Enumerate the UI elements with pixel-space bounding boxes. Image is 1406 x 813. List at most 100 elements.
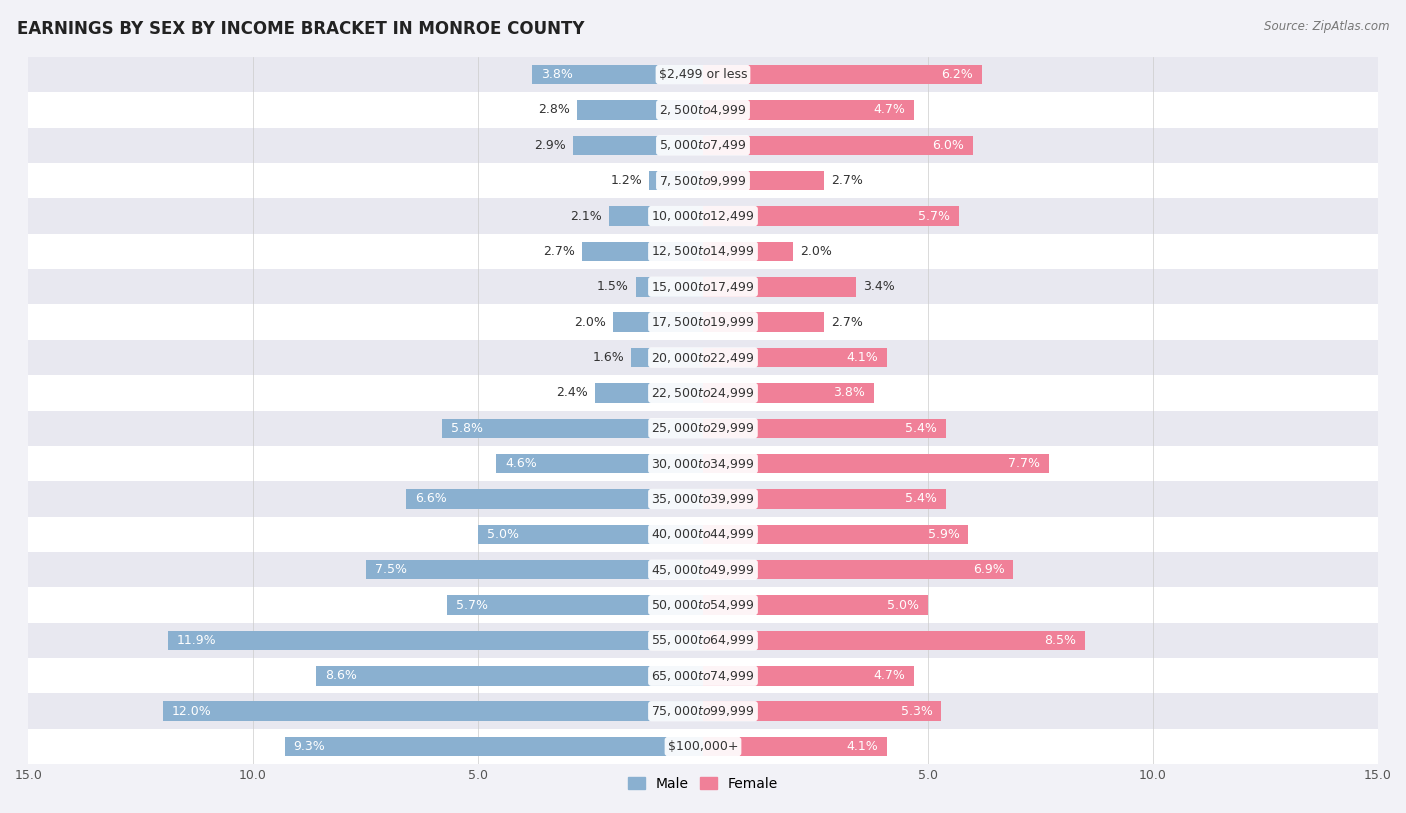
Text: 5.8%: 5.8% xyxy=(451,422,484,435)
Text: 6.9%: 6.9% xyxy=(973,563,1004,576)
Bar xyxy=(496,454,703,473)
Text: EARNINGS BY SEX BY INCOME BRACKET IN MONROE COUNTY: EARNINGS BY SEX BY INCOME BRACKET IN MON… xyxy=(17,20,585,38)
Bar xyxy=(582,241,703,261)
Text: $25,000 to $29,999: $25,000 to $29,999 xyxy=(651,421,755,435)
Bar xyxy=(703,737,887,756)
Text: $65,000 to $74,999: $65,000 to $74,999 xyxy=(651,669,755,683)
Text: 6.0%: 6.0% xyxy=(932,139,965,152)
Text: 5.3%: 5.3% xyxy=(901,705,932,718)
Bar xyxy=(28,269,1378,304)
Text: $7,500 to $9,999: $7,500 to $9,999 xyxy=(659,174,747,188)
Bar xyxy=(703,171,824,190)
Text: $2,499 or less: $2,499 or less xyxy=(659,68,747,81)
Text: 7.7%: 7.7% xyxy=(1008,457,1040,470)
Text: 2.7%: 2.7% xyxy=(543,245,575,258)
Text: 5.7%: 5.7% xyxy=(918,210,950,223)
Text: 4.6%: 4.6% xyxy=(505,457,537,470)
Bar xyxy=(576,100,703,120)
Text: 2.0%: 2.0% xyxy=(800,245,831,258)
Text: 6.6%: 6.6% xyxy=(415,493,447,506)
Bar xyxy=(28,233,1378,269)
Text: $35,000 to $39,999: $35,000 to $39,999 xyxy=(651,492,755,506)
Bar xyxy=(28,517,1378,552)
Text: 4.1%: 4.1% xyxy=(846,740,879,753)
Text: 2.7%: 2.7% xyxy=(831,174,863,187)
Text: 2.8%: 2.8% xyxy=(538,103,571,116)
Bar xyxy=(703,631,1085,650)
Bar xyxy=(703,419,946,438)
Bar xyxy=(28,623,1378,659)
Text: 3.8%: 3.8% xyxy=(834,386,865,399)
Bar xyxy=(703,241,793,261)
Bar xyxy=(703,136,973,155)
Text: 4.7%: 4.7% xyxy=(873,669,905,682)
Bar xyxy=(636,277,703,297)
Text: 5.4%: 5.4% xyxy=(905,493,936,506)
Bar xyxy=(703,454,1049,473)
Text: 4.1%: 4.1% xyxy=(846,351,879,364)
Legend: Male, Female: Male, Female xyxy=(623,771,783,796)
Text: 9.3%: 9.3% xyxy=(294,740,325,753)
Bar xyxy=(28,729,1378,764)
Bar xyxy=(703,702,942,721)
Text: $17,500 to $19,999: $17,500 to $19,999 xyxy=(651,315,755,329)
Text: 1.5%: 1.5% xyxy=(598,280,628,293)
Bar xyxy=(703,65,981,85)
Text: 5.0%: 5.0% xyxy=(887,598,920,611)
Bar xyxy=(284,737,703,756)
Text: 5.7%: 5.7% xyxy=(456,598,488,611)
Text: $100,000+: $100,000+ xyxy=(668,740,738,753)
Bar xyxy=(595,383,703,402)
Bar xyxy=(441,419,703,438)
Bar xyxy=(703,560,1014,580)
Bar xyxy=(406,489,703,509)
Bar xyxy=(703,277,856,297)
Text: 2.7%: 2.7% xyxy=(831,315,863,328)
Text: 1.2%: 1.2% xyxy=(610,174,643,187)
Bar xyxy=(631,348,703,367)
Bar xyxy=(28,304,1378,340)
Bar xyxy=(447,595,703,615)
Bar xyxy=(703,100,914,120)
Bar xyxy=(703,524,969,544)
Text: $45,000 to $49,999: $45,000 to $49,999 xyxy=(651,563,755,576)
Bar xyxy=(531,65,703,85)
Text: $15,000 to $17,499: $15,000 to $17,499 xyxy=(651,280,755,293)
Bar xyxy=(366,560,703,580)
Bar xyxy=(28,163,1378,198)
Bar xyxy=(703,312,824,332)
Bar xyxy=(167,631,703,650)
Text: 3.4%: 3.4% xyxy=(863,280,894,293)
Text: 2.9%: 2.9% xyxy=(534,139,565,152)
Text: $10,000 to $12,499: $10,000 to $12,499 xyxy=(651,209,755,223)
Bar xyxy=(613,312,703,332)
Text: $75,000 to $99,999: $75,000 to $99,999 xyxy=(651,704,755,718)
Bar xyxy=(28,128,1378,163)
Text: $30,000 to $34,999: $30,000 to $34,999 xyxy=(651,457,755,471)
Bar xyxy=(28,446,1378,481)
Bar xyxy=(28,198,1378,234)
Text: $5,000 to $7,499: $5,000 to $7,499 xyxy=(659,138,747,152)
Bar xyxy=(163,702,703,721)
Bar xyxy=(28,340,1378,375)
Text: 6.2%: 6.2% xyxy=(941,68,973,81)
Bar xyxy=(28,693,1378,729)
Text: $12,500 to $14,999: $12,500 to $14,999 xyxy=(651,245,755,259)
Text: 2.0%: 2.0% xyxy=(575,315,606,328)
Text: 1.6%: 1.6% xyxy=(592,351,624,364)
Text: 11.9%: 11.9% xyxy=(177,634,217,647)
Text: 5.4%: 5.4% xyxy=(905,422,936,435)
Text: 2.1%: 2.1% xyxy=(569,210,602,223)
Bar xyxy=(703,207,959,226)
Text: $22,500 to $24,999: $22,500 to $24,999 xyxy=(651,386,755,400)
Bar xyxy=(28,92,1378,128)
Bar xyxy=(572,136,703,155)
Bar xyxy=(703,348,887,367)
Bar xyxy=(28,552,1378,587)
Bar xyxy=(28,481,1378,517)
Bar xyxy=(703,489,946,509)
Bar xyxy=(703,383,875,402)
Bar xyxy=(28,57,1378,92)
Text: 3.8%: 3.8% xyxy=(541,68,572,81)
Text: $40,000 to $44,999: $40,000 to $44,999 xyxy=(651,528,755,541)
